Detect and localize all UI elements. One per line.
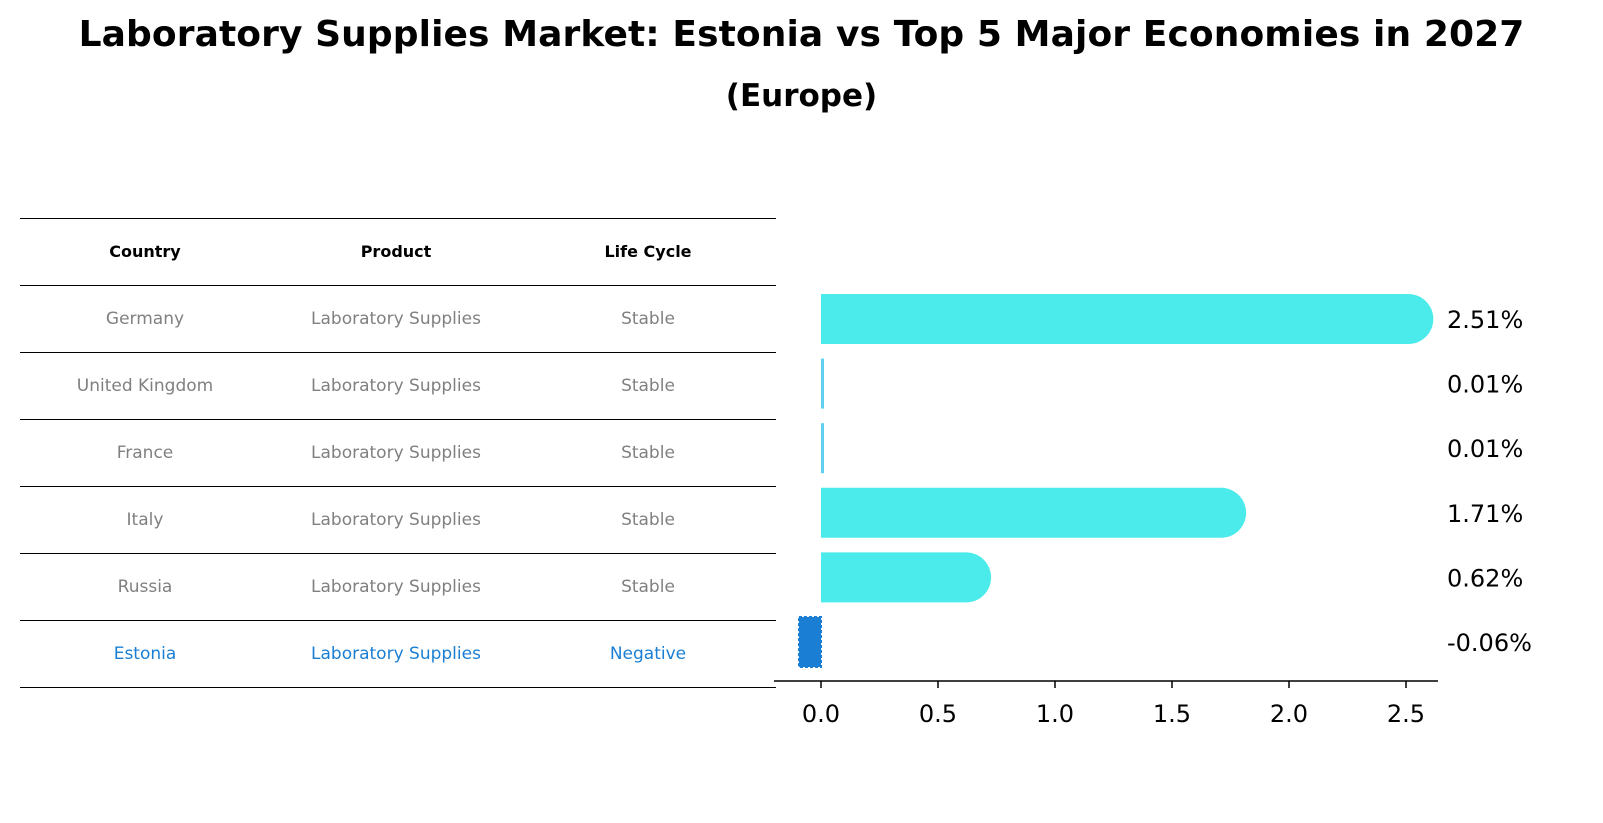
cell-life-cycle: Stable	[621, 443, 675, 463]
x-tick-label: 1.0	[1036, 700, 1074, 728]
data-label: 0.01%	[1447, 435, 1523, 463]
cell-country: Germany	[105, 309, 185, 329]
cell-country: France	[116, 443, 174, 463]
data-label: 0.62%	[1447, 564, 1523, 592]
bar-estonia	[797, 616, 822, 668]
header-country: Country	[109, 242, 181, 261]
cell-product: Laboratory Supplies	[311, 577, 481, 597]
cell-life-cycle: Stable	[621, 510, 675, 530]
cell-life-cycle: Stable	[621, 376, 675, 396]
data-label: 1.71%	[1447, 500, 1523, 528]
chart-title: Laboratory Supplies Market: Estonia vs T…	[78, 14, 1525, 55]
header-life-cycle: Life Cycle	[604, 242, 692, 261]
cell-country: Estonia	[113, 644, 177, 664]
cell-product: Laboratory Supplies	[311, 644, 481, 664]
cell-country: United Kingdom	[76, 376, 214, 396]
x-tick-label: 2.0	[1270, 700, 1308, 728]
bar-france	[821, 423, 824, 474]
x-tick-label: 1.5	[1153, 700, 1191, 728]
x-tick-label: 2.5	[1387, 700, 1425, 728]
table-row: United Kingdom Laboratory Supplies Stabl…	[20, 352, 776, 419]
data-table: Country Product Life Cycle Germany Labor…	[20, 218, 776, 688]
table-header-row: Country Product Life Cycle	[20, 218, 776, 285]
cell-product: Laboratory Supplies	[311, 309, 481, 329]
bar-chart: 2.51% 0.01% 0.01% 1.71% 0.62% -0.06% 0.0 0.5 1.0…	[774, 294, 1532, 728]
cell-life-cycle: Stable	[621, 309, 675, 329]
chart-subtitle: (Europe)	[725, 78, 878, 114]
x-tick-label: 0.0	[802, 700, 840, 728]
data-label: 0.01%	[1447, 371, 1523, 399]
data-label: -0.06%	[1447, 629, 1532, 657]
table-row: France Laboratory Supplies Stable	[20, 419, 776, 486]
cell-life-cycle: Negative	[609, 644, 687, 664]
table-row: Italy Laboratory Supplies Stable	[20, 486, 776, 553]
bar-germany	[821, 294, 1434, 344]
cell-product: Laboratory Supplies	[311, 510, 481, 530]
bar-italy	[821, 487, 1247, 538]
cell-product: Laboratory Supplies	[311, 443, 481, 463]
x-tick-label: 0.5	[919, 700, 957, 728]
table-row-highlight: Estonia Laboratory Supplies Negative	[20, 620, 776, 688]
header-product: Product	[360, 242, 432, 261]
data-label: 2.51%	[1447, 306, 1523, 334]
cell-product: Laboratory Supplies	[311, 376, 481, 396]
bar-united-kingdom	[821, 358, 824, 409]
table-row: Russia Laboratory Supplies Stable	[20, 553, 776, 620]
cell-country: Italy	[126, 510, 164, 530]
cell-life-cycle: Stable	[621, 577, 675, 597]
table-row: Germany Laboratory Supplies Stable	[20, 285, 776, 352]
cell-country: Russia	[117, 577, 173, 597]
bar-russia	[821, 552, 992, 603]
